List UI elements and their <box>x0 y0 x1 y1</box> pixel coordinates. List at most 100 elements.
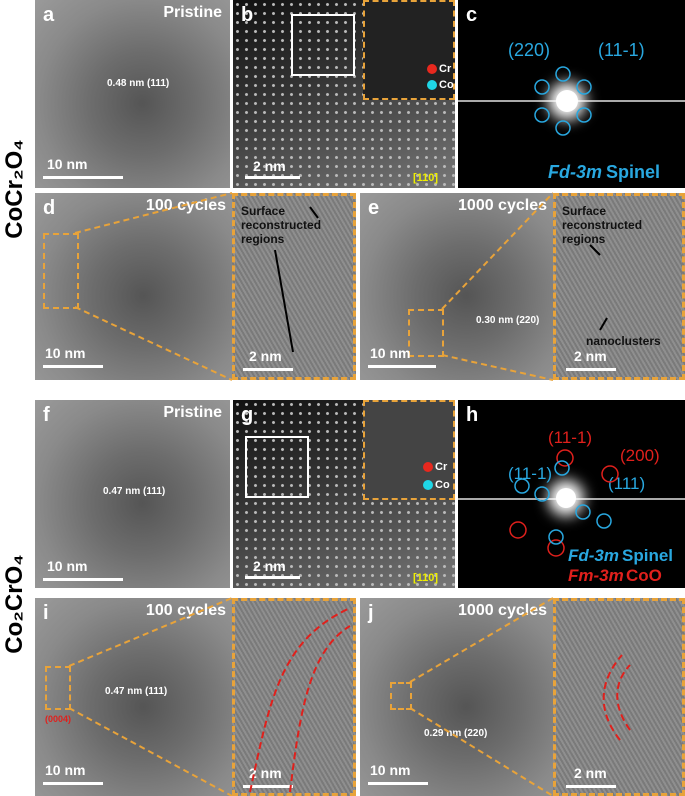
panel-g: g Cr Co 2 nm [110] <box>233 400 455 588</box>
co-dot <box>427 80 437 90</box>
spot-label: (11-1) <box>508 464 553 483</box>
zone-axis: [110] <box>413 172 439 184</box>
spot-circle <box>534 107 550 123</box>
facet-label: (0004) <box>45 714 72 724</box>
spot-label: (220) <box>508 40 551 60</box>
annotation: nanoclusters <box>586 334 661 348</box>
zoom-line <box>409 707 554 796</box>
zoom-line <box>74 192 233 234</box>
panel-label: f <box>43 404 50 426</box>
panel-label: b <box>241 4 254 26</box>
roi-box <box>291 14 355 76</box>
panel-i: i 100 cycles 0.47 nm (111) (0004) 10 nm <box>35 598 232 796</box>
panel-a: a Pristine 0.48 nm (111) 10 nm <box>35 0 230 188</box>
phase-name: Spinel <box>606 162 661 182</box>
scale-label: 10 nm <box>370 762 411 778</box>
scale-label: 10 nm <box>47 558 88 574</box>
roi-box <box>408 309 444 357</box>
panel-c: c (220) (11-1) Fd-3m Spinel <box>458 0 685 188</box>
spot-circle <box>554 460 570 476</box>
panel-b: b Cr Co 2 nm [110] <box>233 0 455 188</box>
scale-label: 2 nm <box>253 558 286 574</box>
zoom-line <box>441 192 554 310</box>
spot-circle <box>534 486 550 502</box>
lattice-spacing: 0.30 nm (220) <box>476 315 540 326</box>
arrow <box>599 317 608 331</box>
scale-bar <box>566 368 616 371</box>
spot-circle <box>555 66 571 82</box>
panel-title: 100 cycles <box>145 602 226 619</box>
annotation: Surface reconstructed regions <box>562 204 643 246</box>
scale-label: 2 nm <box>249 765 282 781</box>
boundary <box>289 625 351 793</box>
inset <box>363 0 455 100</box>
panel-label: g <box>241 404 254 426</box>
phase-name: CoO <box>626 566 662 585</box>
inset-j: 2 nm <box>553 598 685 796</box>
spot-label: (11-1) <box>548 428 593 447</box>
panel-f: f Pristine 0.47 nm (111) 10 nm <box>35 400 230 588</box>
spot-circle <box>575 504 591 520</box>
panel-j: j 1000 cycles 0.29 nm (220) 10 nm <box>360 598 553 796</box>
legend-label: Co <box>435 479 450 491</box>
boundary <box>249 607 351 793</box>
cr-dot <box>427 64 437 74</box>
panel-title: 1000 cycles <box>458 197 547 214</box>
spot-circle <box>548 529 564 545</box>
scale-label: 2 nm <box>574 765 607 781</box>
scale-bar <box>43 176 123 179</box>
spot-circle <box>576 107 592 123</box>
center-spot <box>556 90 578 112</box>
spot-label: (200) <box>620 446 660 465</box>
spot-circle <box>547 539 565 557</box>
center-spot <box>556 488 576 508</box>
boundary <box>602 654 623 741</box>
spot-label: (11-1) <box>598 40 645 60</box>
spot-circle <box>601 465 619 483</box>
scale-label: 10 nm <box>47 156 88 172</box>
scale-bar <box>566 785 616 788</box>
scale-label: 10 nm <box>45 762 86 778</box>
spot-circle <box>534 79 550 95</box>
scale-label: 2 nm <box>249 348 282 364</box>
scale-label: 10 nm <box>370 345 411 361</box>
inset <box>363 400 455 500</box>
inset-d: Surface reconstructed regions 2 nm <box>232 193 356 380</box>
space-group: Fm-3m <box>568 566 624 585</box>
zoom-line <box>409 597 554 683</box>
panel-h: h (11-1) (200) (11-1) (111) Fd-3m Spinel… <box>458 400 685 588</box>
spot-circle <box>556 449 574 467</box>
panel-label: c <box>466 4 478 26</box>
panel-label: a <box>43 4 55 26</box>
arrows <box>274 206 608 353</box>
co-dot <box>423 480 433 490</box>
zone-axis: [110] <box>413 572 439 584</box>
scale-label: 2 nm <box>253 158 286 174</box>
legend-label: Co <box>439 79 454 91</box>
spot-circle <box>514 478 530 494</box>
scale-bar <box>368 365 436 368</box>
scale-label: 10 nm <box>45 345 86 361</box>
inset-e: Surface reconstructed regions nanocluste… <box>553 193 685 380</box>
legend-label: Cr <box>439 63 452 75</box>
cr-dot <box>423 462 433 472</box>
spot-circle <box>509 521 527 539</box>
zoom-line <box>74 306 233 381</box>
panel-label: i <box>43 602 49 624</box>
scale-bar <box>245 176 300 179</box>
zoom-line <box>68 597 233 667</box>
panel-label: h <box>466 404 479 426</box>
zoom-line <box>68 707 233 796</box>
panel-label: j <box>368 602 374 624</box>
arrow <box>274 249 294 353</box>
scale-bar <box>245 576 300 579</box>
space-group: Fd-3m <box>568 546 619 565</box>
lattice-spacing: 0.48 nm (111) <box>107 78 170 89</box>
roi-box <box>390 682 412 710</box>
spot-circle <box>576 79 592 95</box>
scale-bar <box>368 782 428 785</box>
lattice-spacing: 0.29 nm (220) <box>424 728 488 739</box>
panel-title: Pristine <box>163 4 222 21</box>
